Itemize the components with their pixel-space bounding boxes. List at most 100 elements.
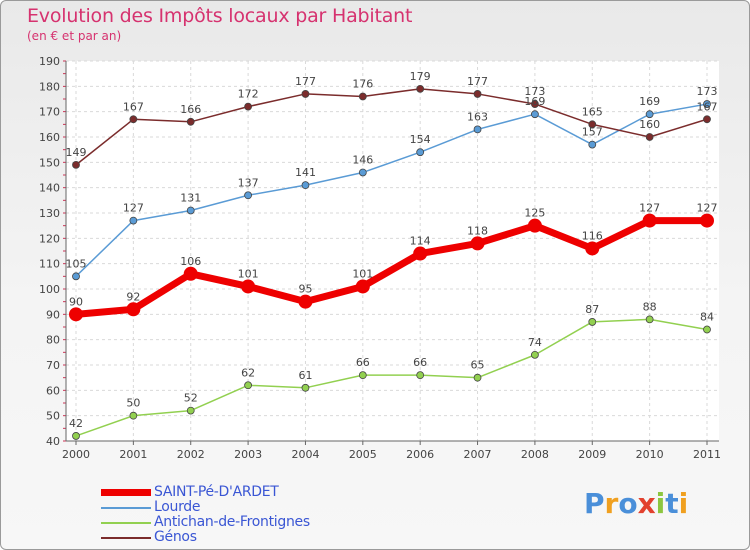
series-line <box>75 103 708 277</box>
data-point <box>186 406 195 415</box>
data-point <box>645 315 654 324</box>
data-label: 116 <box>582 229 603 242</box>
data-label: 106 <box>180 255 201 268</box>
data-label: 66 <box>413 356 427 369</box>
chart-title: Evolution des Impôts locaux par Habitant <box>27 5 413 27</box>
x-tick-label: 2005 <box>349 448 377 461</box>
data-label: 137 <box>238 176 259 189</box>
data-label: 127 <box>123 202 144 215</box>
legend-swatch <box>101 507 151 509</box>
x-tick-label: 2006 <box>406 448 434 461</box>
data-label: 169 <box>639 95 660 108</box>
axis-layer: 40 50 60 70 80 90 100 110 120 130 140 150 160 170 180 1… <box>39 55 721 461</box>
data-label: 84 <box>700 311 714 324</box>
data-label: 62 <box>241 366 255 379</box>
data-point <box>413 246 428 261</box>
legend-label: Lourde <box>154 499 201 515</box>
data-point <box>642 213 657 228</box>
data-label: 163 <box>467 110 488 123</box>
data-label: 176 <box>352 77 373 90</box>
y-tick-label: 50 <box>46 410 60 423</box>
data-label: 160 <box>639 118 660 131</box>
data-label: 172 <box>238 88 259 101</box>
data-label: 173 <box>697 85 718 98</box>
x-tick-label: 2009 <box>578 448 606 461</box>
y-tick-label: 80 <box>46 334 60 347</box>
data-label: 177 <box>467 75 488 88</box>
x-tick-label: 2002 <box>177 448 205 461</box>
data-point <box>129 411 138 420</box>
data-label: 127 <box>639 202 660 215</box>
y-tick-label: 40 <box>46 435 60 448</box>
data-point <box>585 241 600 256</box>
data-point <box>473 125 482 134</box>
data-label: 173 <box>524 85 545 98</box>
data-point <box>129 115 138 124</box>
x-tick-label: 2003 <box>234 448 262 461</box>
series-layer <box>69 84 714 440</box>
x-tick-label: 2000 <box>62 448 90 461</box>
plot-area <box>66 61 719 441</box>
data-point <box>358 371 367 380</box>
series-line <box>75 88 708 166</box>
data-point <box>244 381 252 390</box>
x-tick-label: 2001 <box>119 448 147 461</box>
data-label: 92 <box>126 290 140 303</box>
data-point <box>473 373 482 382</box>
data-label: 149 <box>66 146 87 159</box>
data-point <box>645 133 654 141</box>
data-point <box>470 236 485 251</box>
series-line <box>75 318 708 437</box>
x-tick-label: 2004 <box>291 448 319 461</box>
data-point <box>355 279 370 294</box>
data-label: 167 <box>123 100 144 113</box>
data-point <box>531 110 539 119</box>
data-label: 101 <box>352 267 373 280</box>
data-point <box>416 371 425 380</box>
data-label: 90 <box>69 295 83 308</box>
y-tick-label: 170 <box>39 106 60 119</box>
legend-label: Antichan-de-Frontignes <box>154 514 310 530</box>
data-point <box>588 120 597 129</box>
data-label: 165 <box>582 105 603 118</box>
data-point <box>129 216 138 225</box>
data-label: 167 <box>697 100 718 113</box>
data-point <box>473 90 482 98</box>
proxiti-logo: Proxiti <box>584 487 689 520</box>
data-label: 88 <box>643 300 657 313</box>
data-point <box>244 191 252 200</box>
data-label: 169 <box>524 95 545 108</box>
data-label: 87 <box>585 303 599 316</box>
data-label: 61 <box>298 369 312 382</box>
data-point <box>301 383 310 392</box>
data-label: 50 <box>126 397 140 410</box>
y-tick-label: 180 <box>39 80 60 93</box>
data-point <box>186 117 195 126</box>
data-point <box>700 213 714 228</box>
data-point <box>588 140 597 149</box>
data-label: 154 <box>410 133 431 146</box>
y-tick-label: 150 <box>39 156 60 169</box>
data-label: 125 <box>524 207 545 220</box>
data-label: 166 <box>180 103 201 116</box>
x-tick-label: 2010 <box>636 448 664 461</box>
grid-layer <box>66 60 719 442</box>
data-point <box>703 100 711 108</box>
data-label: 179 <box>410 70 431 83</box>
data-point <box>527 218 542 233</box>
data-label: 74 <box>528 336 542 349</box>
data-label: 177 <box>295 75 316 88</box>
legend-label: Génos <box>154 529 197 545</box>
y-tick-label: 100 <box>39 283 60 296</box>
data-label: 114 <box>410 235 431 248</box>
data-label: 66 <box>356 356 370 369</box>
data-label: 105 <box>66 257 87 270</box>
y-tick-label: 160 <box>39 131 60 144</box>
legend-label: SAINT-Pé-D'ARDET <box>154 484 279 500</box>
data-label: 146 <box>352 153 373 166</box>
data-label: 131 <box>180 191 201 204</box>
y-tick-label: 70 <box>46 359 60 372</box>
data-point <box>703 115 711 124</box>
data-point <box>358 168 367 177</box>
